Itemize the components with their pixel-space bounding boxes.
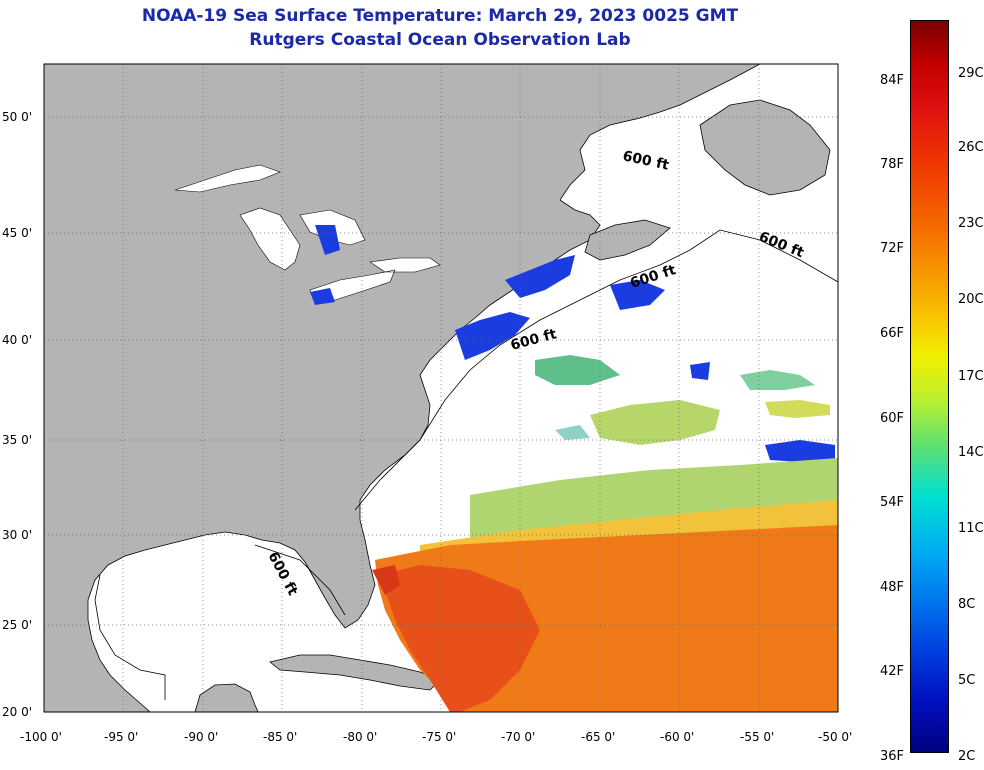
colorbar-fahrenheit-label: 48F	[879, 580, 904, 595]
lon-tick-label: -100 0'	[20, 730, 62, 744]
land-yucatan	[194, 683, 259, 713]
lat-tick-label: 50 0'	[2, 110, 33, 124]
cold-water-patches	[310, 225, 835, 615]
map-frame	[43, 63, 839, 713]
colorbar-fahrenheit-label: 36F	[879, 749, 904, 764]
lat-tick-label: 45 0'	[2, 226, 33, 240]
lon-tick-label: -80 0'	[343, 730, 378, 744]
lat-tick-label: 40 0'	[2, 333, 33, 347]
lon-tick-label: -70 0'	[501, 730, 536, 744]
colorbar-fahrenheit-label: 60F	[879, 411, 904, 426]
colorbar-celsius-label: 17C	[958, 369, 984, 384]
lat-tick-label: 30 0'	[2, 528, 33, 542]
lon-tick-label: -55 0'	[740, 730, 775, 744]
lon-tick-label: -85 0'	[263, 730, 298, 744]
colorbar-celsius-label: 11C	[958, 521, 984, 536]
colorbar-celsius-label: 23C	[958, 216, 984, 231]
lon-tick-label: -90 0'	[184, 730, 219, 744]
lat-tick-label: 20 0'	[2, 705, 33, 719]
lon-tick-label: -95 0'	[104, 730, 139, 744]
colorbar-celsius-label: 8C	[958, 597, 976, 612]
colorbar-celsius-label: 26C	[958, 140, 984, 155]
warm-water-area	[372, 500, 838, 712]
land-nova-scotia	[584, 219, 671, 261]
colorbar-celsius-label: 2C	[958, 749, 976, 764]
lon-tick-label: -65 0'	[581, 730, 616, 744]
lon-tick-label: -50 0'	[818, 730, 853, 744]
map-subtitle: Rutgers Coastal Ocean Observation Lab	[249, 30, 631, 50]
lat-tick-label: 35 0'	[2, 433, 33, 447]
colorbar-fahrenheit-label: 66F	[879, 326, 904, 341]
colorbar-celsius-label: 5C	[958, 673, 976, 688]
colorbar-celsius-label: 14C	[958, 445, 984, 460]
lon-tick-label: -60 0'	[660, 730, 695, 744]
colorbar-fahrenheit-label: 72F	[879, 241, 904, 256]
land-north-america	[43, 63, 761, 713]
map-title: NOAA-19 Sea Surface Temperature: March 2…	[141, 6, 739, 26]
temperature-colorbar	[910, 20, 949, 753]
colorbar-fahrenheit-label: 42F	[879, 664, 904, 679]
depth-contour-600ft	[94, 229, 839, 700]
lon-tick-label: -75 0'	[422, 730, 457, 744]
colorbar-fahrenheit-label: 78F	[879, 157, 904, 172]
colorbar-fahrenheit-label: 84F	[879, 73, 904, 88]
graticule	[44, 64, 838, 712]
lat-tick-label: 25 0'	[2, 618, 33, 632]
land-newfoundland	[699, 99, 831, 196]
colorbar-celsius-label: 20C	[958, 292, 984, 307]
colorbar-fahrenheit-label: 54F	[879, 495, 904, 510]
colorbar-celsius-label: 29C	[958, 66, 984, 81]
great-lakes	[174, 164, 441, 303]
